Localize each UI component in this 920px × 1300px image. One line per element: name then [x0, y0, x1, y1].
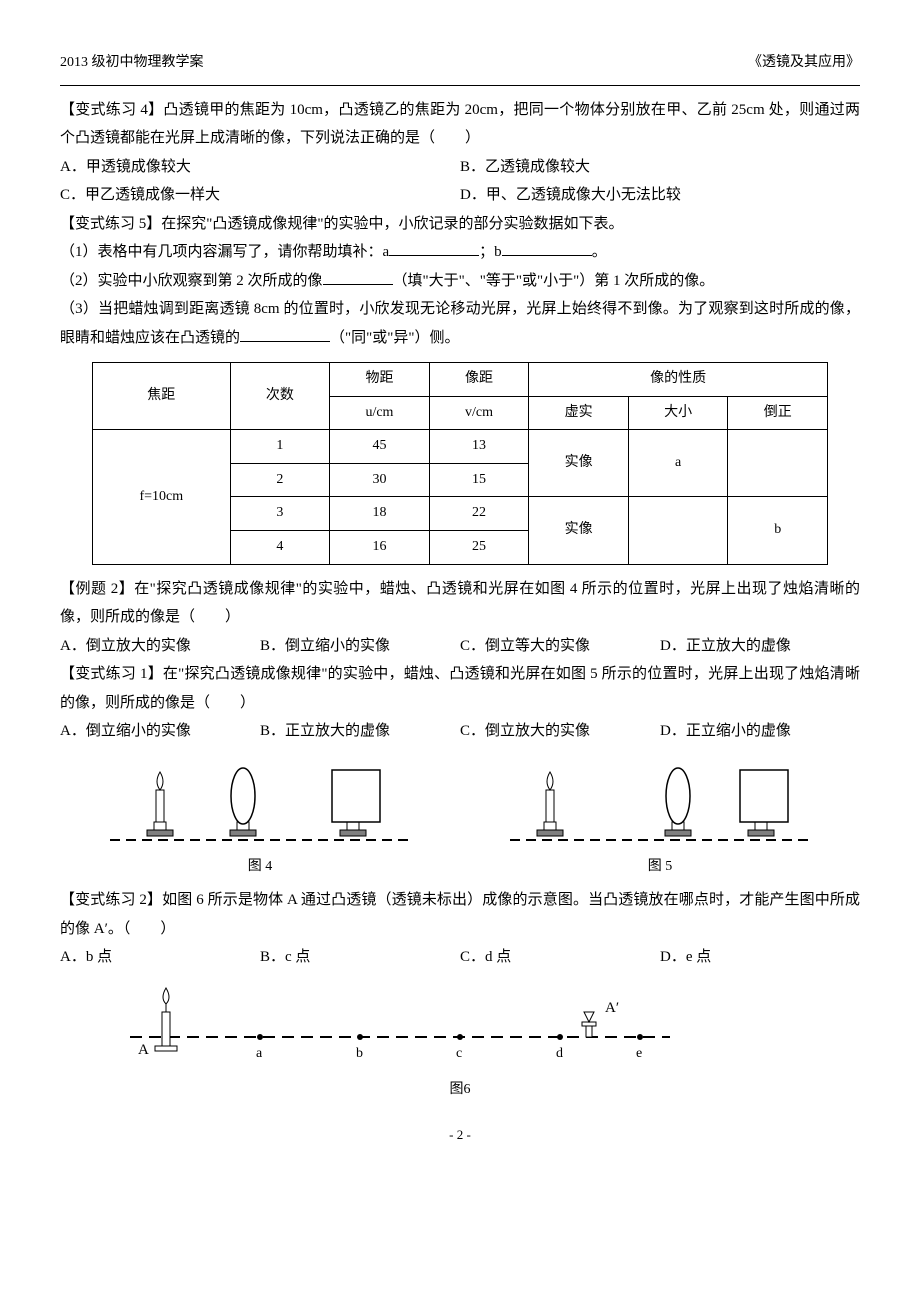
- figure-6: A a b c d e A′: [60, 982, 680, 1077]
- q1-opt-b: B．乙透镜成像较大: [460, 153, 860, 182]
- q3-d: D．正立放大的虚像: [660, 632, 860, 661]
- q1-stem: 【变式练习 4】凸透镜甲的焦距为 10cm，凸透镜乙的焦距为 20cm，把同一个…: [60, 96, 860, 153]
- q2-sub3: （3）当把蜡烛调到距离透镜 8cm 的位置时，小欣发现无论移动光屏，光屏上始终得…: [60, 295, 860, 352]
- q2-stem: 【变式练习 5】在探究"凸透镜成像规律"的实验中，小欣记录的部分实验数据如下表。: [60, 210, 860, 239]
- q4-d: D．正立缩小的虚像: [660, 717, 860, 746]
- th-u: 物距: [330, 363, 430, 397]
- cell-n3: 3: [230, 497, 330, 531]
- th-uu: u/cm: [330, 396, 430, 430]
- q4-stem: 【变式练习 1】在"探究凸透镜成像规律"的实验中，蜡烛、凸透镜和光屏在如图 5 …: [60, 660, 860, 717]
- svg-text:a: a: [256, 1046, 263, 1061]
- caption-fig4: 图 4: [248, 854, 273, 881]
- cell-f: f=10cm: [93, 430, 231, 564]
- cell-v2: 15: [429, 463, 529, 497]
- q2-s1c: 。: [592, 244, 607, 260]
- q5-d: D．e 点: [660, 943, 860, 972]
- figure-4: [110, 760, 410, 850]
- svg-text:e: e: [636, 1046, 642, 1061]
- header-rule: [60, 85, 860, 86]
- th-prop: 像的性质: [529, 363, 828, 397]
- data-table: 焦距 次数 物距 像距 像的性质 u/cm v/cm 虚实 大小 倒正 f=10…: [92, 362, 828, 565]
- blank-2[interactable]: [323, 269, 393, 285]
- cell-n1: 1: [230, 430, 330, 464]
- q3-stem: 【例题 2】在"探究凸透镜成像规律"的实验中，蜡烛、凸透镜和光屏在如图 4 所示…: [60, 575, 860, 632]
- label-A: A: [138, 1042, 149, 1058]
- th-size: 大小: [628, 396, 728, 430]
- header-right: 《透镜及其应用》: [748, 50, 860, 77]
- q2-sub1: （1）表格中有几项内容漏写了，请你帮助填补：a ；b 。: [60, 238, 860, 267]
- blank-a[interactable]: [389, 240, 479, 256]
- cell-b: b: [728, 497, 828, 564]
- q2-s3b: （"同"或"异"）侧。: [330, 330, 460, 346]
- cell-v4: 25: [429, 531, 529, 565]
- th-ori: 倒正: [728, 396, 828, 430]
- q5-stem: 【变式练习 2】如图 6 所示是物体 A 通过凸透镜（透镜未标出）成像的示意图。…: [60, 886, 860, 943]
- q5-a: A．b 点: [60, 943, 260, 972]
- svg-text:d: d: [556, 1046, 563, 1061]
- th-vu: v/cm: [429, 396, 529, 430]
- q1-opt-a: A．甲透镜成像较大: [60, 153, 460, 182]
- cell-v1: 13: [429, 430, 529, 464]
- cell-real12: 实像: [529, 430, 629, 497]
- q1-opt-c: C．甲乙透镜成像一样大: [60, 181, 460, 210]
- th-n: 次数: [230, 363, 330, 430]
- page-number: - 2 -: [60, 1123, 860, 1148]
- q2-s1a: （1）表格中有几项内容漏写了，请你帮助填补：a: [60, 244, 389, 260]
- q3-b: B．倒立缩小的实像: [260, 632, 460, 661]
- cell-n2: 2: [230, 463, 330, 497]
- svg-text:c: c: [456, 1046, 462, 1061]
- svg-text:A′: A′: [605, 1000, 619, 1016]
- q4-b: B．正立放大的虚像: [260, 717, 460, 746]
- cell-size34: [628, 497, 728, 564]
- th-f: 焦距: [93, 363, 231, 430]
- q5-c: C．d 点: [460, 943, 660, 972]
- q4-c: C．倒立放大的实像: [460, 717, 660, 746]
- caption-fig5: 图 5: [648, 854, 673, 881]
- cell-real34: 实像: [529, 497, 629, 564]
- q2-s1b: ；b: [479, 244, 502, 260]
- cell-u2: 30: [330, 463, 430, 497]
- q2-s2a: （2）实验中小欣观察到第 2 次所成的像: [60, 273, 323, 289]
- cell-u3: 18: [330, 497, 430, 531]
- cell-u4: 16: [330, 531, 430, 565]
- q2-s3a: （3）当把蜡烛调到距离透镜 8cm 的位置时，小欣发现无论移动光屏，光屏上始终得…: [60, 301, 860, 346]
- caption-fig6: 图6: [60, 1077, 860, 1104]
- cell-ori12: [728, 430, 828, 497]
- q5-b: B．c 点: [260, 943, 460, 972]
- svg-text:b: b: [356, 1046, 363, 1061]
- header-left: 2013 级初中物理教学案: [60, 50, 204, 77]
- q4-a: A．倒立缩小的实像: [60, 717, 260, 746]
- cell-v3: 22: [429, 497, 529, 531]
- blank-b[interactable]: [502, 240, 592, 256]
- q2-sub2: （2）实验中小欣观察到第 2 次所成的像 （填"大于"、"等于"或"小于"）第 1…: [60, 267, 860, 296]
- cell-n4: 4: [230, 531, 330, 565]
- cell-a: a: [628, 430, 728, 497]
- blank-3[interactable]: [240, 326, 330, 342]
- th-real: 虚实: [529, 396, 629, 430]
- figure-5: [510, 760, 810, 850]
- q3-c: C．倒立等大的实像: [460, 632, 660, 661]
- th-v: 像距: [429, 363, 529, 397]
- q2-s2b: （填"大于"、"等于"或"小于"）第 1 次所成的像。: [393, 273, 715, 289]
- q1-opt-d: D．甲、乙透镜成像大小无法比较: [460, 181, 860, 210]
- q3-a: A．倒立放大的实像: [60, 632, 260, 661]
- cell-u1: 45: [330, 430, 430, 464]
